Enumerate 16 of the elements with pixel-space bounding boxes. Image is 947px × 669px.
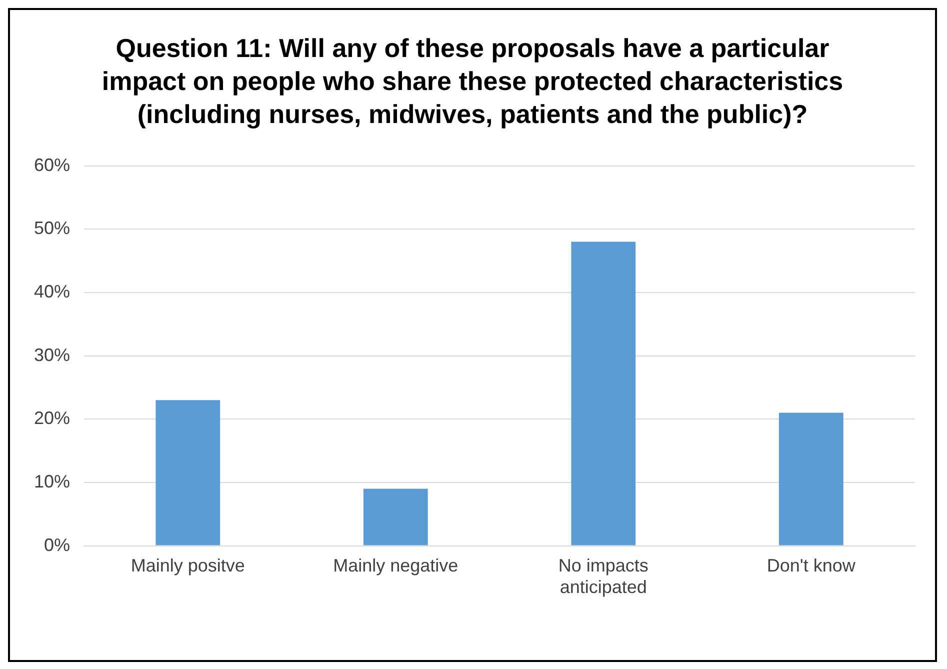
y-tick-label: 60% bbox=[34, 154, 70, 175]
y-tick-label: 20% bbox=[34, 408, 70, 428]
bar bbox=[156, 400, 220, 546]
y-tick-label: 30% bbox=[34, 344, 70, 365]
y-tick-label: 10% bbox=[34, 471, 70, 492]
bar bbox=[778, 412, 844, 546]
bar bbox=[363, 488, 428, 546]
x-tick-label: Don't know bbox=[766, 556, 856, 576]
x-tick-label: Mainly positve bbox=[130, 556, 245, 576]
x-tick-label: Mainly negative bbox=[333, 556, 458, 576]
chart-title: Question 11: Will any of these proposals have a particular impact on people who share these protected characteristics (including nurses, midwives, patients and the public)? bbox=[100, 32, 844, 131]
y-tick-label: 0% bbox=[44, 534, 70, 555]
y-tick-label: 50% bbox=[34, 218, 70, 238]
bar bbox=[571, 242, 636, 546]
x-tick-label: No impacts anticipated bbox=[558, 556, 648, 598]
y-tick-label: 40% bbox=[34, 281, 70, 302]
